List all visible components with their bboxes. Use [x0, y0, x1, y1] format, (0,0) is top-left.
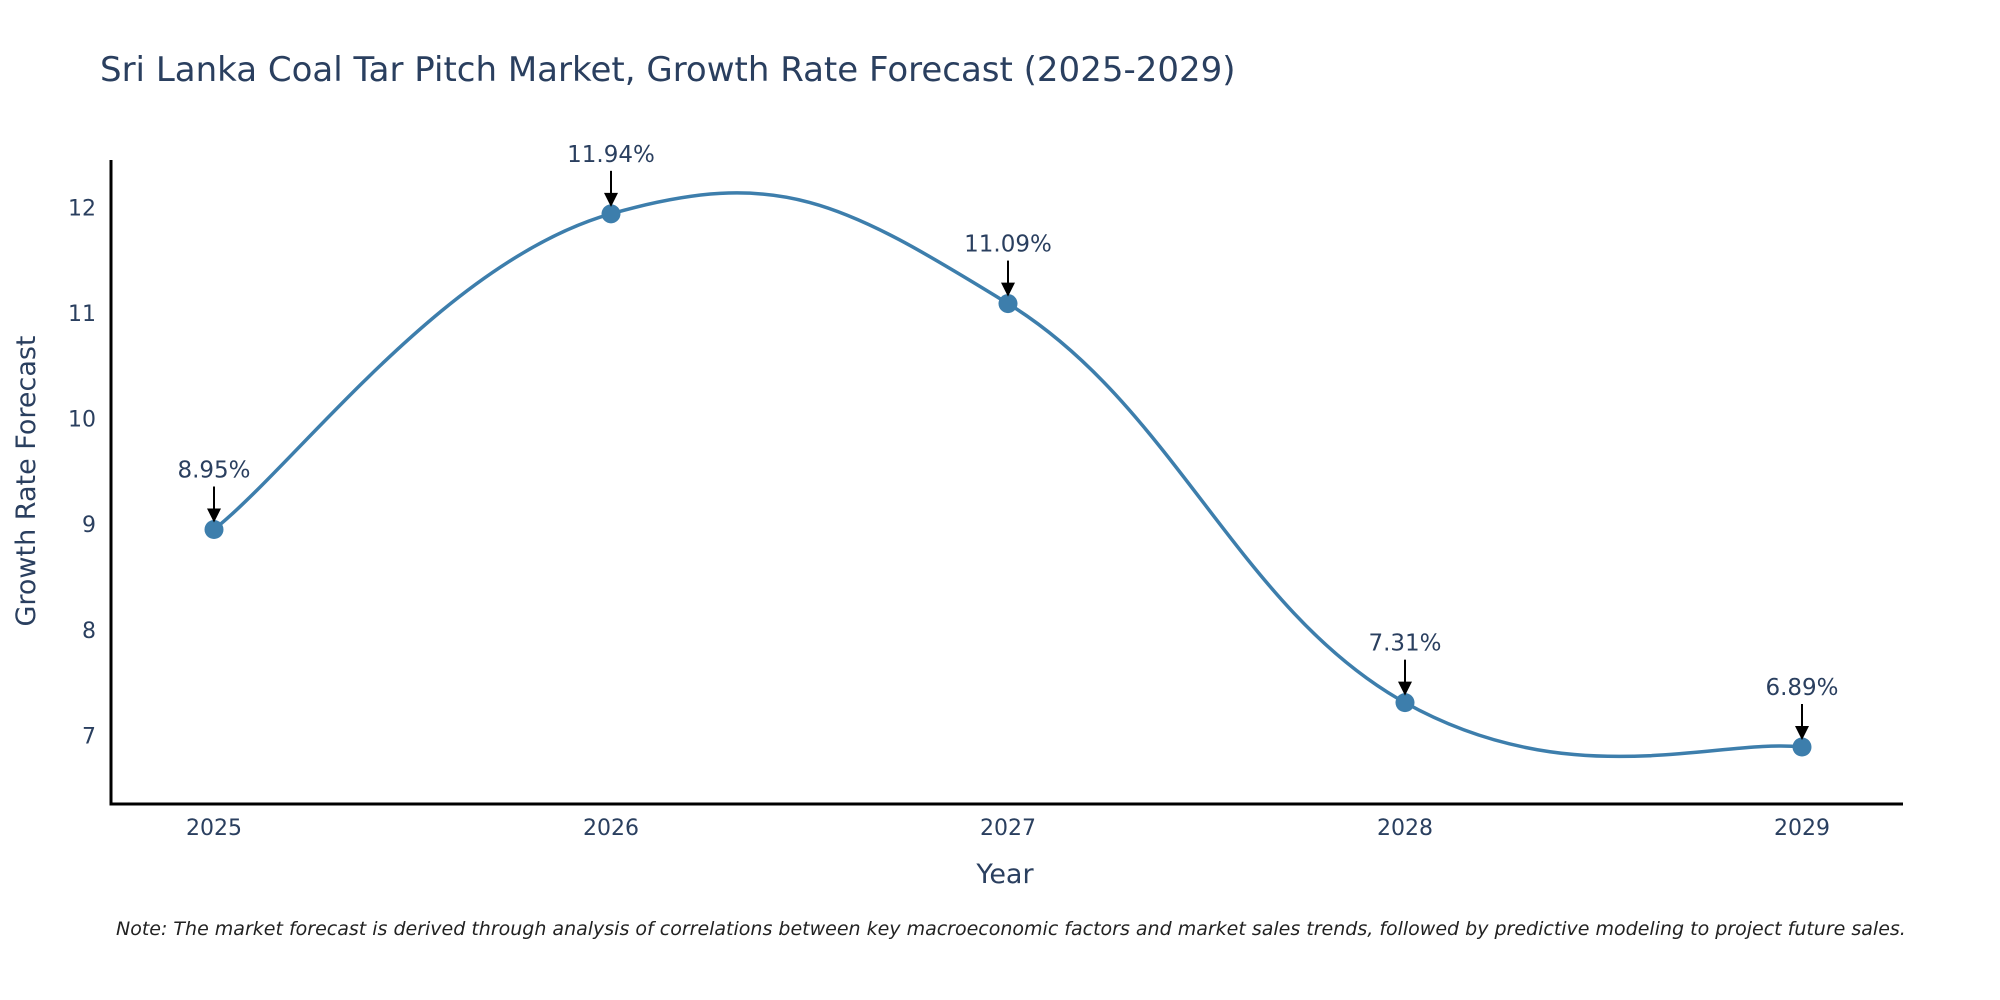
data-label-2029: 6.89% [1765, 675, 1838, 701]
axes [109, 160, 1903, 806]
x-tick-label-2026: 2026 [583, 816, 639, 841]
data-point-2028 [1395, 693, 1415, 713]
data-label-2028: 7.31% [1368, 631, 1441, 657]
y-tick-label-12: 12 [68, 197, 96, 222]
annotation-arrowhead-2025 [207, 508, 221, 523]
y-tick-label-9: 9 [82, 513, 96, 538]
x-tick-label-2029: 2029 [1774, 816, 1830, 841]
annotation-arrowhead-2027 [1001, 282, 1015, 297]
annotation-arrowhead-2026 [604, 192, 618, 207]
x-tick-label-2027: 2027 [980, 816, 1036, 841]
series-growth-rate [204, 191, 1812, 759]
y-tick-label-10: 10 [68, 408, 96, 433]
y-tick-labels: 7 8 9 10 11 12 [68, 197, 96, 750]
data-label-2027: 11.09% [964, 232, 1052, 258]
data-point-2027 [998, 294, 1018, 314]
annotation-arrowhead-2029 [1795, 725, 1809, 740]
data-label-2026: 11.94% [567, 142, 655, 168]
data-annotations: 8.95% 11.94% 11.09% 7.31% 6.89% [177, 142, 1839, 740]
y-tick-label-8: 8 [82, 619, 96, 644]
data-point-2026 [601, 204, 621, 224]
annotation-arrowhead-2028 [1398, 681, 1412, 696]
data-point-2029 [1792, 737, 1812, 757]
y-axis-title: Growth Rate Forecast [11, 335, 42, 626]
data-point-2025 [204, 520, 224, 540]
x-tick-labels: 2025 2026 2027 2028 2029 [186, 816, 1830, 841]
y-tick-label-11: 11 [68, 302, 96, 327]
y-tick-label-7: 7 [82, 724, 96, 749]
chart-title: Sri Lanka Coal Tar Pitch Market, Growth … [100, 50, 1236, 90]
x-tick-label-2028: 2028 [1377, 816, 1433, 841]
x-axis-title: Year [975, 859, 1034, 890]
x-tick-label-2025: 2025 [186, 816, 242, 841]
footnote-note: Note: The market forecast is derived thr… [116, 918, 1906, 940]
data-label-2025: 8.95% [177, 458, 250, 484]
